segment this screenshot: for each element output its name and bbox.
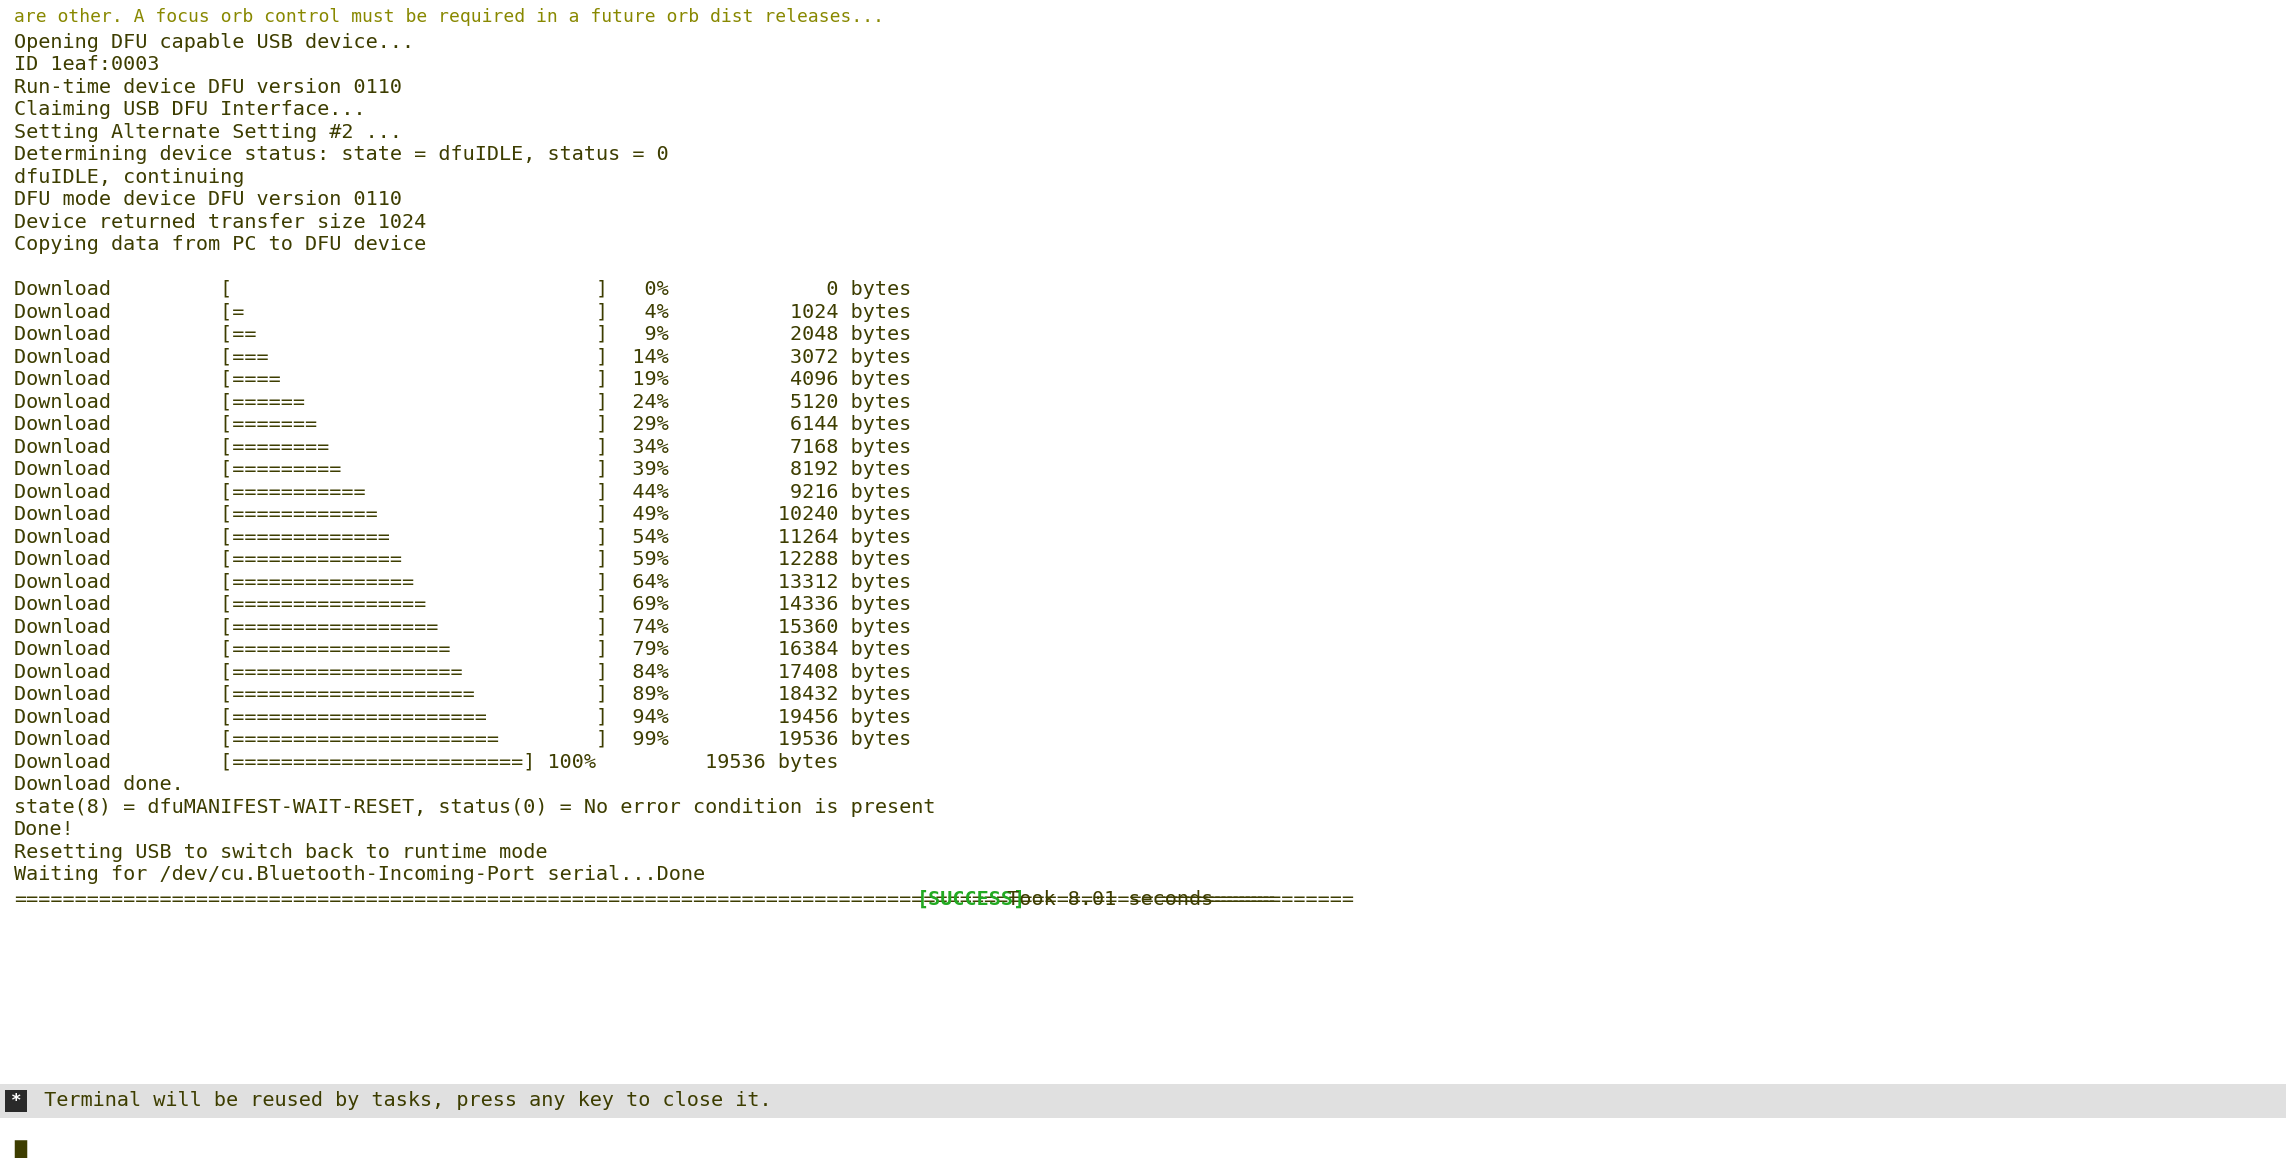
Text: Resetting USB to switch back to runtime mode: Resetting USB to switch back to runtime … bbox=[14, 843, 549, 862]
Text: DFU mode device DFU version 0110: DFU mode device DFU version 0110 bbox=[14, 190, 402, 210]
Text: Download         [================              ]  69%         14336 bytes: Download [================ ] 69% 14336 b… bbox=[14, 595, 912, 614]
Text: Determining device status: state = dfuIDLE, status = 0: Determining device status: state = dfuID… bbox=[14, 145, 670, 164]
Text: *: * bbox=[11, 1092, 21, 1111]
Text: Download         [==============                ]  59%         12288 bytes: Download [============== ] 59% 12288 byt… bbox=[14, 550, 912, 570]
Text: Download         [                              ]   0%             0 bytes: Download [ ] 0% 0 bytes bbox=[14, 280, 912, 299]
Text: Download         [===================           ]  84%         17408 bytes: Download [=================== ] 84% 1740… bbox=[14, 662, 912, 682]
Text: Terminal will be reused by tasks, press any key to close it.: Terminal will be reused by tasks, press … bbox=[32, 1092, 773, 1111]
Text: Download         [=====================         ]  94%         19456 bytes: Download [===================== ] 94% 19… bbox=[14, 708, 912, 727]
Text: Download         [==================            ]  79%         16384 bytes: Download [================== ] 79% 16384… bbox=[14, 640, 912, 659]
Text: are other. A focus orb control must be required in a future orb dist releases...: are other. A focus orb control must be r… bbox=[14, 8, 885, 25]
Text: dfuIDLE, continuing: dfuIDLE, continuing bbox=[14, 168, 245, 186]
Text: Download         [========================] 100%         19536 bytes: Download [========================] 100%… bbox=[14, 753, 839, 771]
Text: Download         [===                           ]  14%          3072 bytes: Download [=== ] 14% 3072 bytes bbox=[14, 347, 912, 367]
Text: Download         [===============               ]  64%         13312 bytes: Download [=============== ] 64% 13312 by… bbox=[14, 573, 912, 592]
Text: Download         [========                      ]  34%          7168 bytes: Download [======== ] 34% 7168 bytes bbox=[14, 438, 912, 456]
Text: Done!: Done! bbox=[14, 820, 75, 840]
Text: █: █ bbox=[14, 1141, 25, 1158]
Text: Download         [======                        ]  24%          5120 bytes: Download [====== ] 24% 5120 bytes bbox=[14, 393, 912, 412]
Text: Took 8.01 seconds: Took 8.01 seconds bbox=[994, 889, 1225, 909]
Text: Run-time device DFU version 0110: Run-time device DFU version 0110 bbox=[14, 78, 402, 97]
Text: Download         [======================        ]  99%         19536 bytes: Download [====================== ] 99% 1… bbox=[14, 731, 912, 749]
Text: ID 1eaf:0003: ID 1eaf:0003 bbox=[14, 56, 160, 74]
Text: Download         [=========                     ]  39%          8192 bytes: Download [========= ] 39% 8192 bytes bbox=[14, 460, 912, 479]
Text: Claiming USB DFU Interface...: Claiming USB DFU Interface... bbox=[14, 101, 366, 119]
Text: Download         [==                            ]   9%          2048 bytes: Download [== ] 9% 2048 bytes bbox=[14, 325, 912, 344]
Text: ================: ================ bbox=[1159, 889, 1353, 909]
Text: [SUCCESS]: [SUCCESS] bbox=[917, 889, 1026, 909]
Bar bbox=[0, 1084, 2286, 1117]
Text: Waiting for /dev/cu.Bluetooth-Incoming-Port serial...Done: Waiting for /dev/cu.Bluetooth-Incoming-P… bbox=[14, 865, 704, 885]
Text: Download         [============                  ]  49%         10240 bytes: Download [============ ] 49% 10240 bytes bbox=[14, 505, 912, 525]
Text: Download done.: Download done. bbox=[14, 775, 183, 794]
Text: Download         [=================             ]  74%         15360 bytes: Download [================= ] 74% 15360 … bbox=[14, 617, 912, 637]
Text: state(8) = dfuMANIFEST-WAIT-RESET, status(0) = No error condition is present: state(8) = dfuMANIFEST-WAIT-RESET, statu… bbox=[14, 798, 935, 816]
Text: Download         [=======                       ]  29%          6144 bytes: Download [======= ] 29% 6144 bytes bbox=[14, 416, 912, 434]
Text: Download         [=                             ]   4%          1024 bytes: Download [= ] 4% 1024 bytes bbox=[14, 302, 912, 322]
Bar bbox=[5, 1090, 27, 1112]
Text: Download         [====                          ]  19%          4096 bytes: Download [==== ] 19% 4096 bytes bbox=[14, 371, 912, 389]
Text: Download         [====================          ]  89%         18432 bytes: Download [==================== ] 89% 184… bbox=[14, 686, 912, 704]
Text: Copying data from PC to DFU device: Copying data from PC to DFU device bbox=[14, 235, 425, 255]
Text: Device returned transfer size 1024: Device returned transfer size 1024 bbox=[14, 213, 425, 232]
Text: Download         [=============                 ]  54%         11264 bytes: Download [============= ] 54% 11264 byte… bbox=[14, 528, 912, 547]
Text: Opening DFU capable USB device...: Opening DFU capable USB device... bbox=[14, 32, 414, 52]
Text: ================================================================================: ========================================… bbox=[14, 889, 1276, 909]
Text: Setting Alternate Setting #2 ...: Setting Alternate Setting #2 ... bbox=[14, 123, 402, 141]
Text: Download         [===========                   ]  44%          9216 bytes: Download [=========== ] 44% 9216 bytes bbox=[14, 483, 912, 501]
